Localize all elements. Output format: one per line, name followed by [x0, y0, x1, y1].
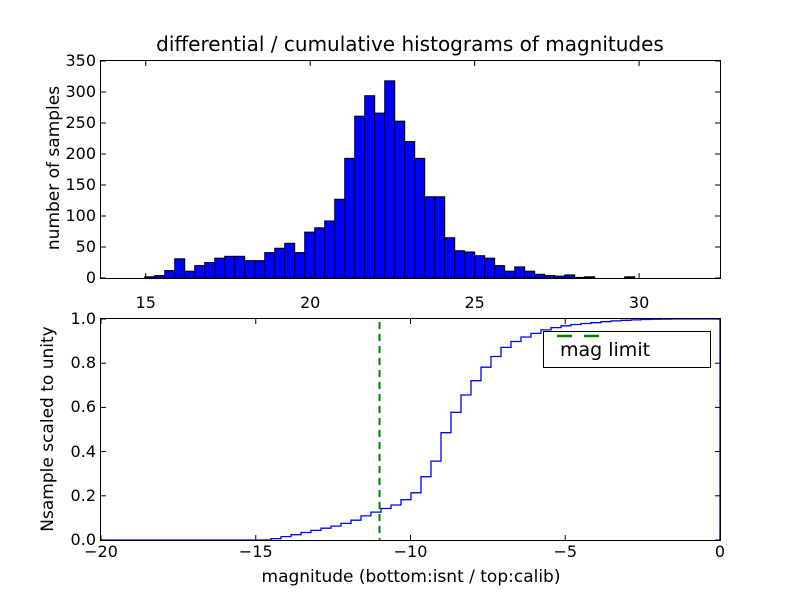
bottom-y-tick-label: 1.0: [36, 311, 96, 327]
top-plot-area: [100, 60, 721, 279]
bottom-y-tick-label: 0.4: [36, 444, 96, 460]
legend: mag limit: [543, 331, 711, 368]
differential-histogram: [101, 61, 720, 278]
top-y-tick-label: 350: [36, 53, 96, 69]
bottom-x-tick-label: 0: [690, 544, 750, 560]
bottom-y-tick-label: 0.6: [36, 399, 96, 415]
dashed-line-icon: [556, 332, 608, 340]
top-x-tick-label: 30: [609, 295, 669, 311]
top-x-tick-label: 20: [280, 295, 340, 311]
top-x-tick-label: 15: [116, 295, 176, 311]
top-y-tick-label: 200: [36, 146, 96, 162]
bottom-y-tick-label: 0.8: [36, 355, 96, 371]
bottom-plot-area: mag limit: [100, 318, 721, 541]
bottom-x-tick-label: −5: [535, 544, 595, 560]
chart-title: differential / cumulative histograms of …: [156, 32, 664, 56]
bottom-y-tick-label: 0.0: [36, 532, 96, 548]
top-y-tick-label: 300: [36, 84, 96, 100]
top-y-tick-label: 100: [36, 208, 96, 224]
x-axis-label: magnitude (bottom:isnt / top:calib): [262, 567, 561, 587]
bottom-x-tick-label: −15: [226, 544, 286, 560]
top-y-tick-label: 250: [36, 115, 96, 131]
bottom-y-tick-label: 0.2: [36, 488, 96, 504]
top-y-tick-label: 150: [36, 177, 96, 193]
top-y-tick-label: 0: [36, 270, 96, 286]
top-x-tick-label: 25: [445, 295, 505, 311]
top-y-axis-label: number of samples: [44, 86, 64, 250]
top-y-tick-label: 50: [36, 239, 96, 255]
legend-label: mag limit: [560, 339, 650, 361]
bottom-x-tick-label: −10: [381, 544, 441, 560]
figure: differential / cumulative histograms of …: [0, 0, 800, 600]
